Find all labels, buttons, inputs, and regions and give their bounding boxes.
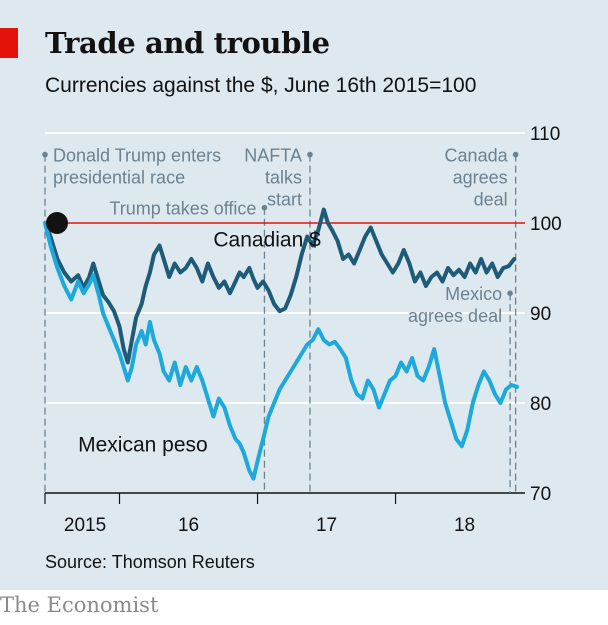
series-label-canadian-dollar: Canadian $ [213, 228, 321, 251]
event-label-1-0: Trump takes office [109, 199, 256, 219]
y-tick-label-110: 110 [530, 124, 560, 145]
x-tick-label-16: 16 [178, 515, 199, 536]
x-tick-label-17: 17 [316, 515, 337, 536]
event-label-3-0: Mexico [445, 284, 502, 304]
series-line-mexican-peso [43, 221, 519, 481]
event-label-4-1: agrees [453, 168, 508, 188]
event-label-4-0: Canada [445, 146, 509, 166]
event-label-2-0: NAFTA [244, 146, 302, 166]
event-dot-4 [512, 151, 519, 158]
event-dot-2 [307, 151, 313, 158]
event-dot-1 [261, 204, 268, 211]
y-tick-label-80: 80 [530, 394, 551, 415]
x-tick-label-2015: 2015 [64, 515, 106, 536]
event-label-0-1: presidential race [53, 168, 185, 188]
start-point-marker [46, 212, 68, 234]
event-label-3-1: agrees deal [408, 306, 502, 326]
x-tick-label-18: 18 [454, 515, 475, 536]
y-tick-label-100: 100 [530, 214, 562, 235]
y-tick-label-70: 70 [530, 484, 551, 505]
chart-title: Trade and trouble [45, 26, 330, 60]
series-line-canadian-dollar [43, 207, 517, 365]
source-note: Source: Thomson Reuters [45, 552, 255, 572]
event-dot-0 [42, 151, 48, 158]
brand-red-tag [0, 28, 18, 58]
event-label-4-2: deal [474, 190, 508, 210]
event-label-2-1: talks [265, 168, 302, 188]
y-tick-label-90: 90 [530, 304, 551, 325]
event-label-0-0: Donald Trump enters [53, 146, 221, 166]
series-label-mexican-peso: Mexican peso [78, 434, 208, 457]
chart-subtitle: Currencies against the $, June 16th 2015… [45, 74, 477, 97]
event-label-2-2: start [267, 190, 302, 210]
event-dot-3 [507, 290, 513, 297]
economist-wordmark: The Economist [0, 593, 159, 617]
chart-plot: 70 80 90 100 110 2015 16 17 18 Donald Trump enter… [42, 124, 562, 536]
